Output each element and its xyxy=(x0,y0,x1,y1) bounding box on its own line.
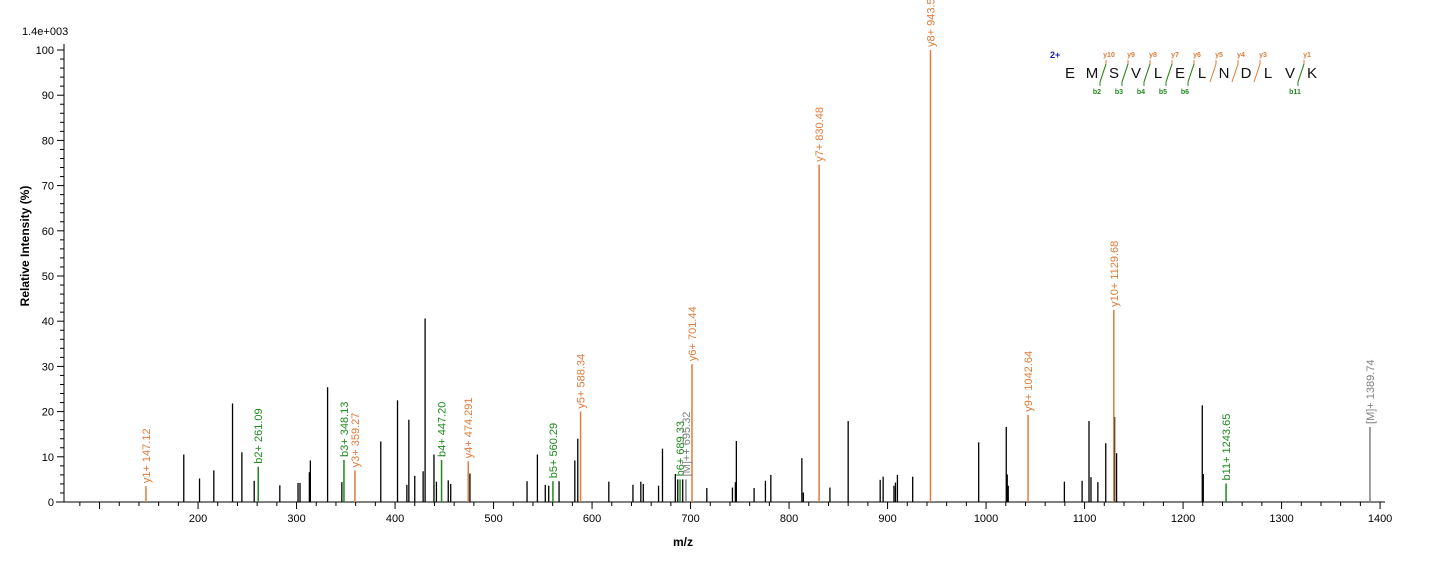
x-tick-label: 1000 xyxy=(974,513,998,525)
y-ion-bracket xyxy=(1253,60,1261,83)
residue-letter: N xyxy=(1219,65,1230,82)
y-ion-label: y10 xyxy=(1103,52,1115,59)
x-tick-label: 300 xyxy=(287,513,305,525)
b-ion-label: b2 xyxy=(1093,89,1101,96)
x-axis-title: m/z xyxy=(673,535,693,549)
y-tick-label: 20 xyxy=(42,407,54,419)
x-tick-label: 700 xyxy=(681,513,699,525)
b-ion-label: b11 xyxy=(1289,89,1301,96)
residue-letter: V xyxy=(1131,65,1141,82)
peak-label-b: b11+ 1243.65 xyxy=(1221,414,1233,481)
y-tick-label: 100 xyxy=(36,45,54,57)
peak-label-precursor: [M]++ 695.32 xyxy=(681,412,693,477)
residue-letter: L xyxy=(1198,65,1206,82)
peak-label-y: y4+ 474.291 xyxy=(463,397,475,458)
intensity-scale-label: 1.4e+003 xyxy=(22,26,68,38)
b-ion-bracket xyxy=(1297,63,1305,86)
x-tick-label: 200 xyxy=(189,513,207,525)
peak-label-b: b6+ 689.33 xyxy=(675,421,687,476)
x-tick-label: 500 xyxy=(484,513,502,525)
x-tick-label: 900 xyxy=(878,513,896,525)
residue-letter: S xyxy=(1109,65,1119,82)
residue-letter: V xyxy=(1285,65,1295,82)
peak-label-y: y9+ 1042.64 xyxy=(1023,351,1035,412)
y-tick-label: 0 xyxy=(48,497,54,509)
y-ion-label: y9 xyxy=(1127,52,1135,59)
b-ion-bracket xyxy=(1143,63,1151,86)
x-tick-label: 1300 xyxy=(1269,513,1293,525)
peak-label-y: y8+ 943.55 xyxy=(925,0,937,47)
peak-label-y: y10+ 1129.68 xyxy=(1109,241,1121,307)
peak-label-y: y5+ 588.34 xyxy=(576,354,588,409)
y-tick-label: 70 xyxy=(42,181,54,193)
y-tick-label: 90 xyxy=(42,90,54,102)
residue-letter: M xyxy=(1086,65,1099,82)
peak-label-b: b5+ 560.29 xyxy=(548,423,560,478)
y-tick-label: 40 xyxy=(42,316,54,328)
y-axis-title: Relative Intensity (%) xyxy=(18,186,32,307)
y-ion-bracket xyxy=(1209,60,1217,83)
residue-letter: L xyxy=(1154,65,1162,82)
y-ion-label: y1 xyxy=(1303,52,1311,59)
b-ion-label: b4 xyxy=(1137,89,1145,96)
residue-letter: E xyxy=(1065,65,1075,82)
y-ion-label: y4 xyxy=(1237,52,1245,59)
y-tick-label: 80 xyxy=(42,135,54,147)
residue-letter: D xyxy=(1241,65,1252,82)
peak-label-y: y1+ 147.12 xyxy=(141,428,153,483)
b-ion-bracket xyxy=(1099,63,1107,86)
y-ion-bracket xyxy=(1231,60,1239,83)
peaks xyxy=(145,50,1371,502)
y-ion-label: y7 xyxy=(1171,52,1179,59)
y-tick-label: 30 xyxy=(42,361,54,373)
b-ion-label: b3 xyxy=(1115,89,1123,96)
x-tick-label: 1100 xyxy=(1073,513,1097,525)
peak-label-y: y7+ 830.48 xyxy=(814,107,826,162)
y-ion-label: y5 xyxy=(1215,52,1223,59)
b-ion-bracket xyxy=(1165,63,1173,86)
charge-state: 2+ xyxy=(1050,50,1060,60)
y-tick-label: 10 xyxy=(42,452,54,464)
x-tick-label: 1200 xyxy=(1171,513,1195,525)
peak-label-y: y6+ 701.44 xyxy=(687,306,699,361)
y-ion-label: y8 xyxy=(1149,52,1157,59)
residue-letter: K xyxy=(1307,65,1317,82)
y-ion-label: y6 xyxy=(1193,52,1201,59)
y-ion-label: y3 xyxy=(1259,52,1267,59)
axes: 0 10 20 30 40 50 60 70 80 90 100 200 300 400 500 600 700… xyxy=(36,44,1392,525)
b-ion-label: b5 xyxy=(1159,89,1167,96)
residue-letter: L xyxy=(1264,65,1272,82)
peak-label-b: b3+ 348.13 xyxy=(339,402,351,457)
peak-label-b: b2+ 261.09 xyxy=(253,408,265,463)
b-ion-label: b6 xyxy=(1181,89,1189,96)
b-ion-bracket xyxy=(1187,63,1195,86)
peak-label-y: y3+ 359.27 xyxy=(350,413,362,468)
peak-label-precursor: [M]+ 1389.74 xyxy=(1365,359,1377,424)
x-tick-label: 1400 xyxy=(1368,513,1392,525)
y-tick-label: 60 xyxy=(42,226,54,238)
x-tick-label: 600 xyxy=(583,513,601,525)
y-tick-label: 50 xyxy=(42,271,54,283)
x-tick-label: 400 xyxy=(386,513,404,525)
residue-letter: E xyxy=(1175,65,1185,82)
x-tick-label: 800 xyxy=(780,513,798,525)
b-ion-bracket xyxy=(1121,63,1129,86)
peak-label-b: b4+ 447.20 xyxy=(437,402,449,457)
